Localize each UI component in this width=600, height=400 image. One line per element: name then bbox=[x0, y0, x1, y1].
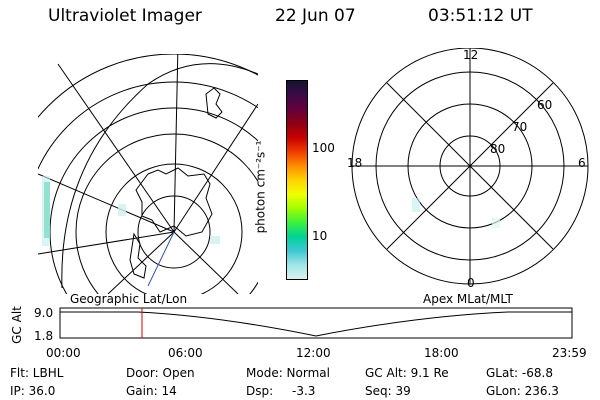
lat-circle bbox=[137, 195, 211, 269]
lat-80-label: 80 bbox=[490, 142, 506, 156]
flt-label: Flt: LBHL bbox=[10, 366, 64, 380]
apex-polar-plot bbox=[351, 48, 589, 285]
colorbar-tick-10: 10 bbox=[312, 229, 328, 243]
gc-alt-ylabel: GC Alt bbox=[9, 306, 24, 344]
colorbar-tick-100: 100 bbox=[312, 141, 335, 155]
seq-label: Seq: 39 bbox=[365, 384, 411, 398]
lat-60-label: 60 bbox=[537, 98, 553, 112]
xtick-1800: 18:00 bbox=[424, 346, 459, 360]
xtick-2359: 23:59 bbox=[552, 346, 587, 360]
dsp-label: Dsp: bbox=[246, 384, 274, 398]
altitude-curve bbox=[60, 311, 572, 337]
xtick-0600: 06:00 bbox=[168, 346, 203, 360]
colorbar-unit-label: photon cm⁻²s⁻¹ bbox=[253, 140, 268, 234]
date-label: 22 Jun 07 bbox=[275, 6, 356, 26]
mode-label: Mode: Normal bbox=[246, 366, 330, 380]
xtick-0000: 00:00 bbox=[46, 346, 81, 360]
glat-label: GLat: -68.8 bbox=[486, 366, 553, 380]
colorbar bbox=[286, 80, 308, 280]
lat-70-label: 70 bbox=[512, 120, 528, 134]
mlt-0-label: 0 bbox=[467, 276, 475, 290]
noon-meridian bbox=[147, 231, 175, 287]
gc-alt-label: GC Alt: 9.1 Re bbox=[365, 366, 449, 380]
geographic-label: Geographic Lat/Lon bbox=[70, 292, 188, 306]
apex-label: Apex MLat/MLT bbox=[423, 292, 513, 306]
ytick-9: 9.0 bbox=[34, 306, 54, 320]
ip-label: IP: 36.0 bbox=[10, 384, 56, 398]
ytick-1-8: 1.8 bbox=[34, 329, 54, 343]
geographic-map bbox=[38, 54, 258, 294]
altitude-plot bbox=[59, 307, 573, 339]
mlt-6-label: 6 bbox=[578, 156, 586, 170]
door-label: Door: Open bbox=[126, 366, 195, 380]
mlt-12-label: 12 bbox=[463, 48, 479, 62]
glon-label: GLon: 236.3 bbox=[486, 384, 559, 398]
app-title: Ultraviolet Imager bbox=[48, 6, 202, 26]
mlt-18-label: 18 bbox=[347, 156, 363, 170]
xtick-1200: 12:00 bbox=[296, 346, 331, 360]
dsp-value: -3.3 bbox=[292, 384, 316, 398]
gain-label: Gain: 14 bbox=[126, 384, 177, 398]
time-label: 03:51:12 UT bbox=[428, 6, 533, 26]
